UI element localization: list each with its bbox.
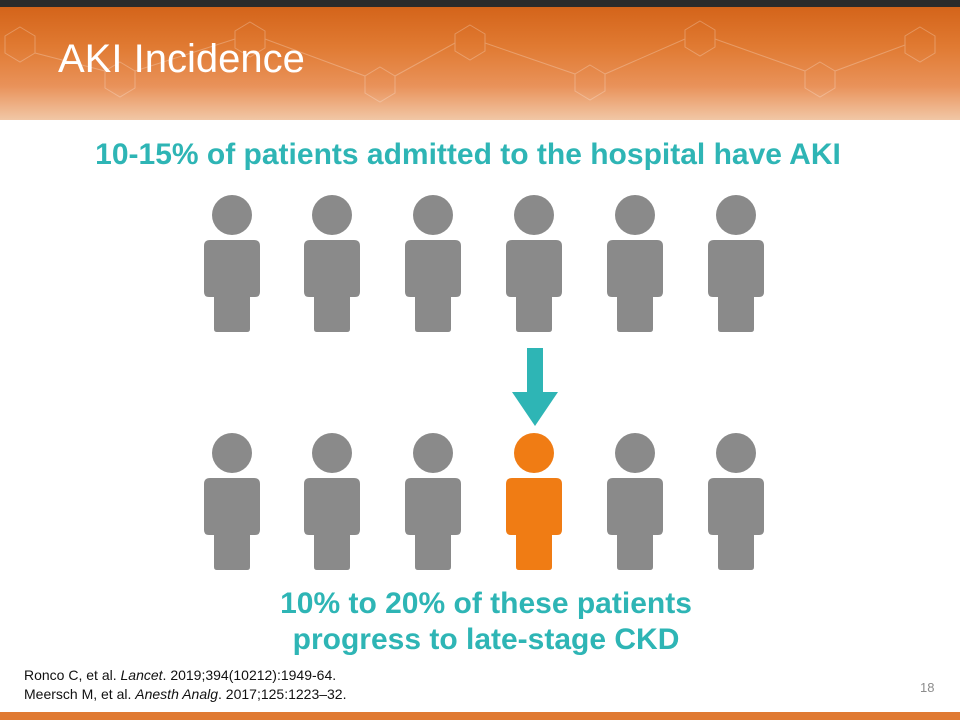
- people-row-admitted: [0, 194, 960, 334]
- references: Ronco C, et al. Lancet. 2019;394(10212):…: [24, 666, 347, 704]
- person-icon: [304, 195, 360, 332]
- person-icon: [204, 195, 260, 332]
- reference-1-authors: Ronco C, et al.: [24, 667, 121, 683]
- conclusion-line-1: 10% to 20% of these patients: [280, 587, 692, 620]
- headline-text: 10-15% of patients admitted to the hospi…: [95, 138, 841, 171]
- reference-1: Ronco C, et al. Lancet. 2019;394(10212):…: [24, 666, 347, 685]
- reference-2-details: . 2017;125:1223–32.: [218, 686, 347, 702]
- person-icon: [304, 433, 360, 570]
- page-number: 18: [920, 680, 935, 695]
- person-icon: [708, 195, 764, 332]
- person-icon: [204, 433, 260, 570]
- person-icon: [506, 195, 562, 332]
- person-icon-highlighted: [506, 433, 562, 570]
- person-icon: [607, 433, 663, 570]
- reference-2: Meersch M, et al. Anesth Analg. 2017;125…: [24, 685, 347, 704]
- reference-2-authors: Meersch M, et al.: [24, 686, 136, 702]
- conclusion-text: 10% to 20% of these patients progress to…: [0, 586, 960, 658]
- molecule-pattern: [4, 20, 936, 103]
- person-icon: [708, 433, 764, 570]
- reference-1-journal: Lancet: [120, 667, 163, 683]
- slide-header: AKI Incidence: [0, 7, 960, 120]
- conclusion-line-2: progress to late-stage CKD: [292, 623, 680, 656]
- reference-2-journal: Anesth Analg: [135, 686, 219, 702]
- person-icon: [607, 195, 663, 332]
- slide-title: AKI Incidence: [58, 37, 305, 81]
- top-border: [0, 0, 960, 7]
- reference-1-details: . 2019;394(10212):1949-64.: [162, 667, 337, 683]
- person-icon: [405, 195, 461, 332]
- down-arrow-icon: [512, 348, 558, 426]
- person-icon: [405, 433, 461, 570]
- people-row-ckd: [0, 432, 960, 572]
- bottom-border: [0, 712, 960, 720]
